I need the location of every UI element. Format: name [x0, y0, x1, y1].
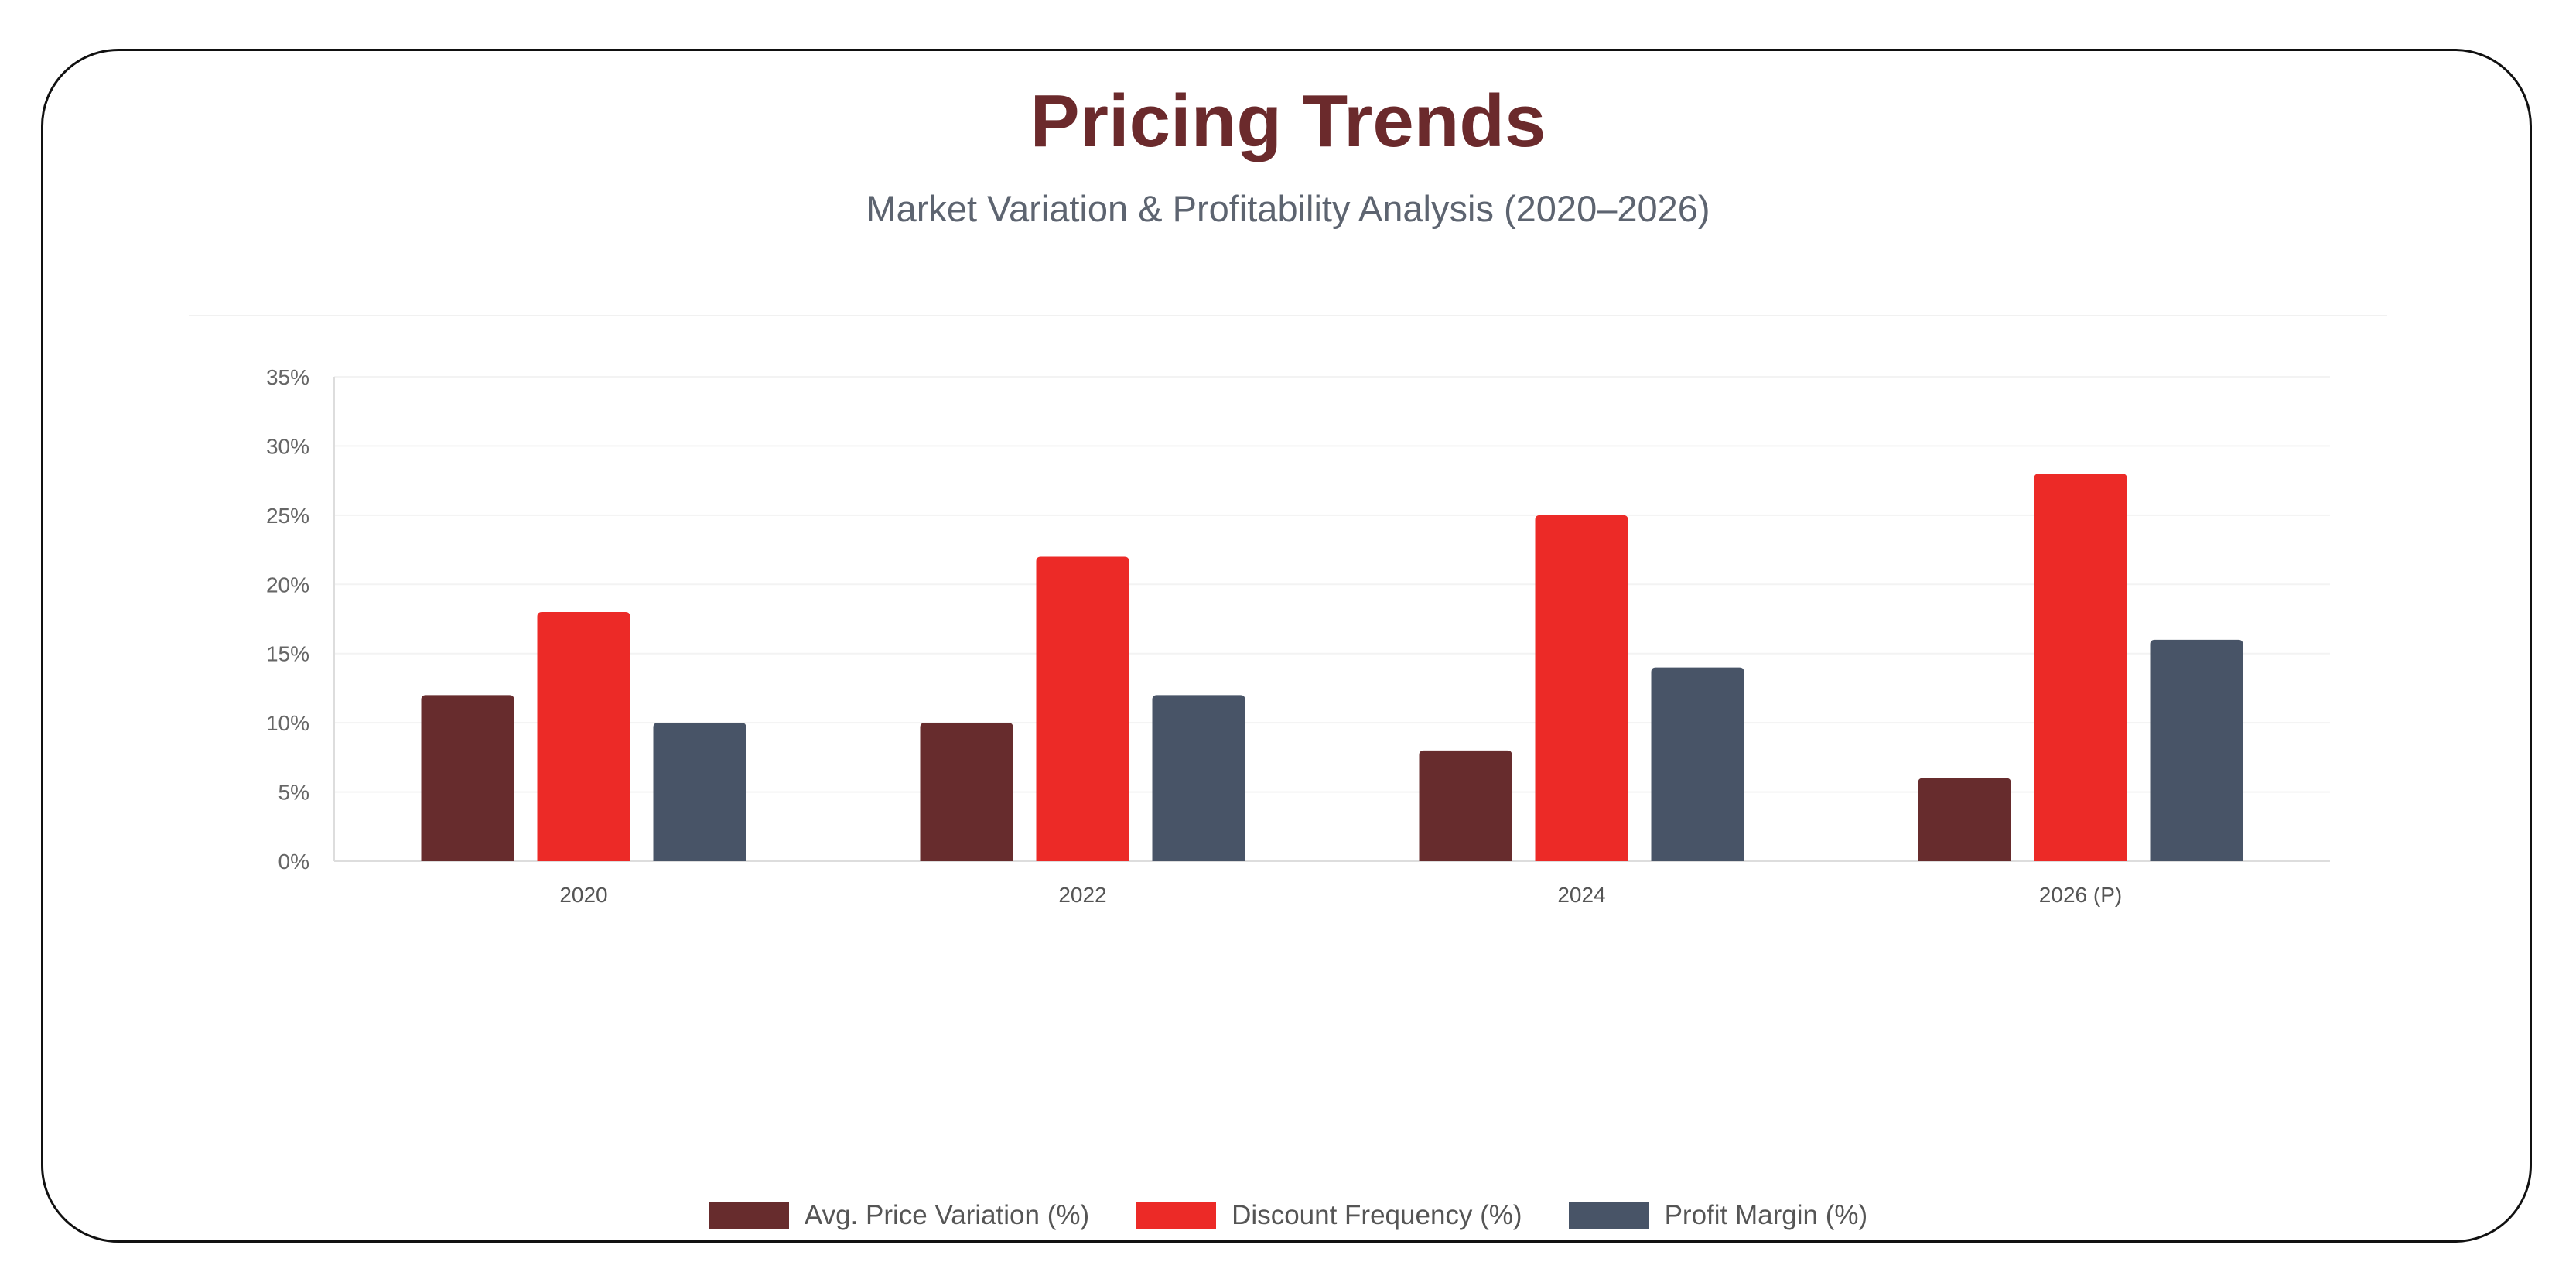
header-divider — [189, 315, 2387, 316]
y-tick-label: 0% — [278, 850, 309, 874]
y-tick-label: 35% — [266, 365, 309, 389]
x-tick-label: 2026 (P) — [2039, 883, 2122, 907]
legend: Avg. Price Variation (%) Discount Frequen… — [0, 1200, 2576, 1231]
bar-avg-price-variation-2024 — [1419, 750, 1512, 861]
chart-card — [41, 49, 2532, 1243]
legend-label: Avg. Price Variation (%) — [804, 1200, 1090, 1230]
legend-label: Profit Margin (%) — [1664, 1200, 1868, 1230]
y-tick-label: 20% — [266, 573, 309, 597]
bar-discount-frequency-2020 — [537, 612, 630, 861]
bar-discount-frequency-2022 — [1036, 556, 1129, 861]
y-tick-label: 30% — [266, 434, 309, 458]
bar-profit-margin-2026P — [2150, 639, 2243, 861]
legend-item[interactable]: Profit Margin (%) — [1568, 1200, 1868, 1231]
y-tick-label: 25% — [266, 504, 309, 528]
x-tick-label: 2020 — [559, 883, 607, 907]
bar-profit-margin-2022 — [1152, 695, 1245, 861]
bar-discount-frequency-2026P — [2034, 474, 2127, 861]
y-tick-label: 10% — [266, 711, 309, 735]
bar-profit-margin-2020 — [653, 723, 746, 861]
x-tick-label: 2022 — [1058, 883, 1106, 907]
legend-swatch — [1136, 1202, 1217, 1229]
y-tick-label: 5% — [278, 781, 309, 805]
x-tick-label: 2024 — [1557, 883, 1605, 907]
chart-title: Pricing Trends — [1030, 80, 1546, 162]
bar-avg-price-variation-2020 — [421, 695, 514, 861]
chart-subtitle: Market Variation & Profitability Analysi… — [866, 188, 1710, 229]
y-tick-label: 15% — [266, 642, 309, 666]
legend-item[interactable]: Avg. Price Variation (%) — [708, 1200, 1090, 1231]
bar-discount-frequency-2024 — [1535, 515, 1628, 861]
legend-swatch — [708, 1202, 789, 1229]
bar-avg-price-variation-2026P — [1918, 778, 2011, 861]
bar-profit-margin-2024 — [1651, 667, 1744, 861]
legend-item[interactable]: Discount Frequency (%) — [1136, 1200, 1522, 1231]
bar-avg-price-variation-2022 — [920, 723, 1013, 861]
legend-swatch — [1568, 1202, 1649, 1229]
legend-label: Discount Frequency (%) — [1232, 1200, 1522, 1230]
